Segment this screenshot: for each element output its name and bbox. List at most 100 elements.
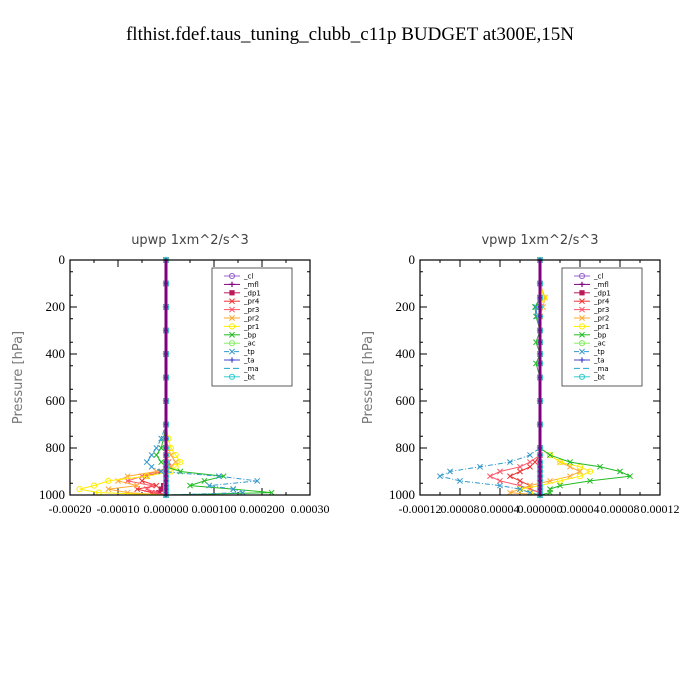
series-point-tp-marker [497,482,503,489]
series-point-pr1-marker [586,468,594,475]
series-point-bp-marker [158,445,165,451]
series-point-pr1-marker [143,473,150,480]
legend-label: _ma [593,365,609,373]
series-point-dp1-marker [158,486,164,492]
y-axis-label: Pressure [hPa] [11,331,26,424]
legend-swatch-marker [578,272,586,280]
legend-swatch-marker [578,323,586,330]
series-line-pr4 [137,260,167,496]
x-tick-label: 0.00004 [481,502,520,516]
x-tick-label: 0.000200 [240,502,285,516]
plot-frame [69,259,311,496]
legend-label: _bp [593,331,607,339]
series-point-bp-marker [220,473,227,480]
series-point-bp-marker [627,473,633,480]
y-tick-label: 400 [396,346,416,361]
legend-label: _ta [593,357,605,365]
series-point-bp-marker [201,477,208,484]
series-point-pr3-marker [148,482,155,489]
series-point-bp-marker [587,477,593,484]
legend-label: _cl [593,273,603,281]
legend-swatch-marker [229,290,235,296]
legend-swatch-marker [579,290,585,296]
legend-swatch-marker [228,272,236,280]
legend-swatch-marker [229,357,235,363]
x-tick-label: 0.00008 [441,502,480,516]
chart-panel-1: upwp 1xm^2/s^3 Pressure [hPa] 0 200 400 600 80… [11,233,330,516]
series-point-bp-marker [557,482,563,489]
series-point-pr1-marker [576,473,584,480]
y-tick-label: 400 [46,346,66,361]
series-point-pr1-marker [172,451,179,459]
series-point-tp-marker [206,482,213,489]
y-axis-label: Pressure [hPa] [361,331,376,424]
legend-label: _pr2 [243,315,259,323]
series-point-pr1-marker [546,451,554,459]
legend-label: _bt [243,373,255,381]
series-point-bp-marker [597,463,603,470]
x-tick-label: 0.00008 [601,502,640,516]
legend-swatch-marker [229,348,235,355]
legend-box [561,267,643,387]
x-tick-label: -0.00020 [49,502,92,516]
panels: upwp 1xm^2/s^3 Pressure [hPa] 0 200 400 600 80… [11,233,680,516]
legend-label: _cl [243,273,253,281]
y-tick-label: 600 [396,393,416,408]
series-point-bp-marker [532,304,538,310]
series-line-tp [438,260,541,496]
legend-label: _ac [243,340,256,348]
legend-swatch-marker [229,331,235,338]
x-tick-label: 0.000000 [518,502,563,516]
legend-label: _ta [243,357,255,365]
series-point-pr2-marker [105,486,112,493]
x-tick-label: 0.00004 [561,502,600,516]
series-point-pr3-marker [497,468,503,475]
series-point-tp-marker [215,473,222,480]
legend-label: _mfl [243,281,259,289]
legend-label: _bp [243,331,257,339]
series-point-pr3-marker [527,459,533,466]
legend-label: _tp [243,348,255,356]
series-point-tp-marker [517,486,523,493]
legend-swatch-marker [579,315,585,321]
series-point-tp-marker [527,489,533,496]
series-point-pr2-marker [124,489,131,496]
y-tick-label: 0 [409,252,416,267]
series-point-tp-marker [254,477,261,484]
series-point-tp-marker [148,463,155,470]
series-point-dp1-marker [156,490,162,496]
series-point-bp-marker [567,459,573,466]
series-point-pr4-marker [527,463,533,470]
legend-label: _pr4 [593,298,610,306]
series-point-pr1-marker [172,463,179,470]
legend: _cl_mfl_dp1_pr4_pr3_pr2_pr1_bp_ac_tp_ta_… [211,267,293,387]
series-point-pr1-marker [105,477,112,484]
x-tick-label: 0.00012 [641,502,680,516]
legend-swatch-marker [579,298,585,305]
series-point-tp-marker [158,435,165,442]
x-tick-label: -0.00012 [399,502,442,516]
series-point-pr1-marker [90,482,98,489]
legend-swatch-marker [578,340,586,347]
series-point-pr2-marker [134,482,141,489]
series-point-pr3-marker [517,463,523,470]
y-tick-label: 800 [396,440,416,455]
legend-label: _pr1 [243,323,259,331]
legend-swatch-marker [228,340,236,347]
series-point-tp-marker [507,459,513,466]
legend-swatch-marker [578,373,586,380]
legend-label: _ma [243,365,259,373]
legend-label: _pr1 [593,323,609,331]
series-point-tp-marker [477,463,483,470]
series-point-bp-marker [547,489,553,496]
series-point-bp-marker [153,452,160,459]
chart-panel-2: vpwp 1xm^2/s^3 Pressure [hPa] 0 200 400 600 80… [361,233,680,516]
series-point-pr1-marker [76,486,83,493]
series-point-bp-marker [547,452,553,459]
series-point-tp-marker [153,445,160,451]
series-point-pr2-marker [172,459,179,466]
series-point-pr2-marker [507,489,513,496]
legend-swatch-marker [229,281,235,287]
series-point-tp-marker [143,459,150,466]
